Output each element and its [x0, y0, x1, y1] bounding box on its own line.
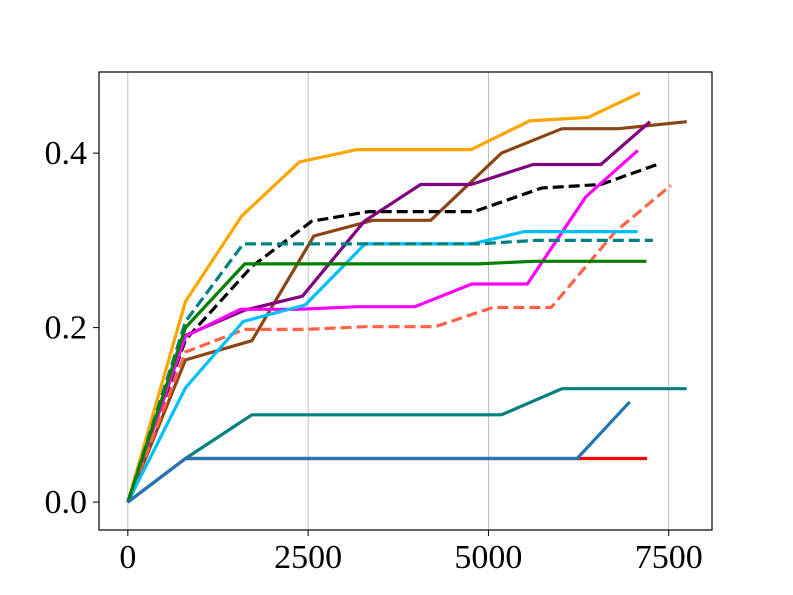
x-tick-label: 0 [119, 539, 136, 576]
x-tick-label: 2500 [274, 539, 342, 576]
series-line-6 [126, 184, 672, 503]
x-axis-ticks: 0 2500 5000 7500 [119, 530, 703, 576]
x-tick-label: 7500 [635, 539, 703, 576]
series-line-1 [126, 91, 641, 503]
series-line-4 [126, 162, 658, 503]
series-line-12 [126, 400, 631, 504]
series-line-9 [126, 259, 647, 503]
series-lines [126, 91, 687, 504]
x-tick-label: 5000 [454, 539, 522, 576]
y-tick-label: 0.2 [45, 310, 88, 347]
plot-frame [98, 71, 713, 531]
x-gridlines [127, 72, 670, 530]
y-tick-label: 0.4 [45, 135, 88, 172]
series-line-10 [126, 387, 687, 504]
y-tick-label: 0.0 [45, 484, 88, 521]
series-line-8 [126, 238, 653, 503]
y-axis-ticks: 0.0 0.2 0.4 [45, 135, 99, 521]
